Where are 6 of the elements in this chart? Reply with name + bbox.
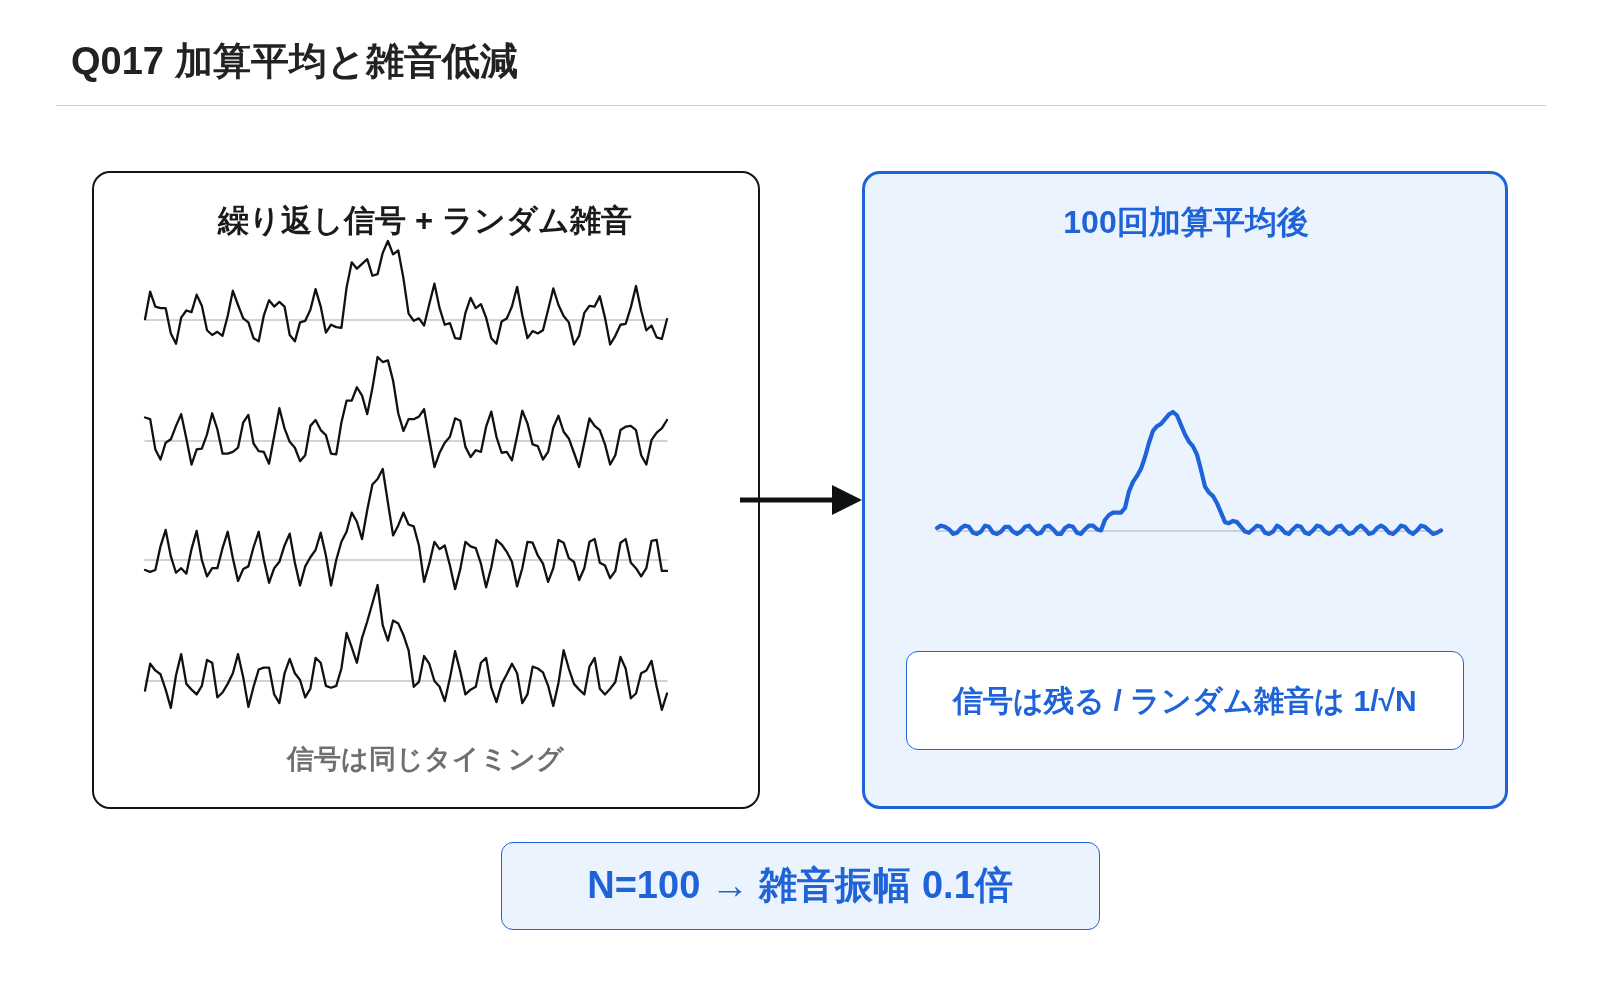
text: 信号は残る / ランダム雑音は 1/√N [953,683,1417,718]
chart-title: 100回加算平均後 [1063,203,1309,241]
text: Q017 加算平均と雑音低減 [71,40,518,84]
text: 繰り返し信号 + ランダム雑音 [218,203,632,239]
text: 信号は同じタイミング [286,744,564,776]
text: N=100 → 雑音振幅 0.1倍 [587,864,1013,908]
